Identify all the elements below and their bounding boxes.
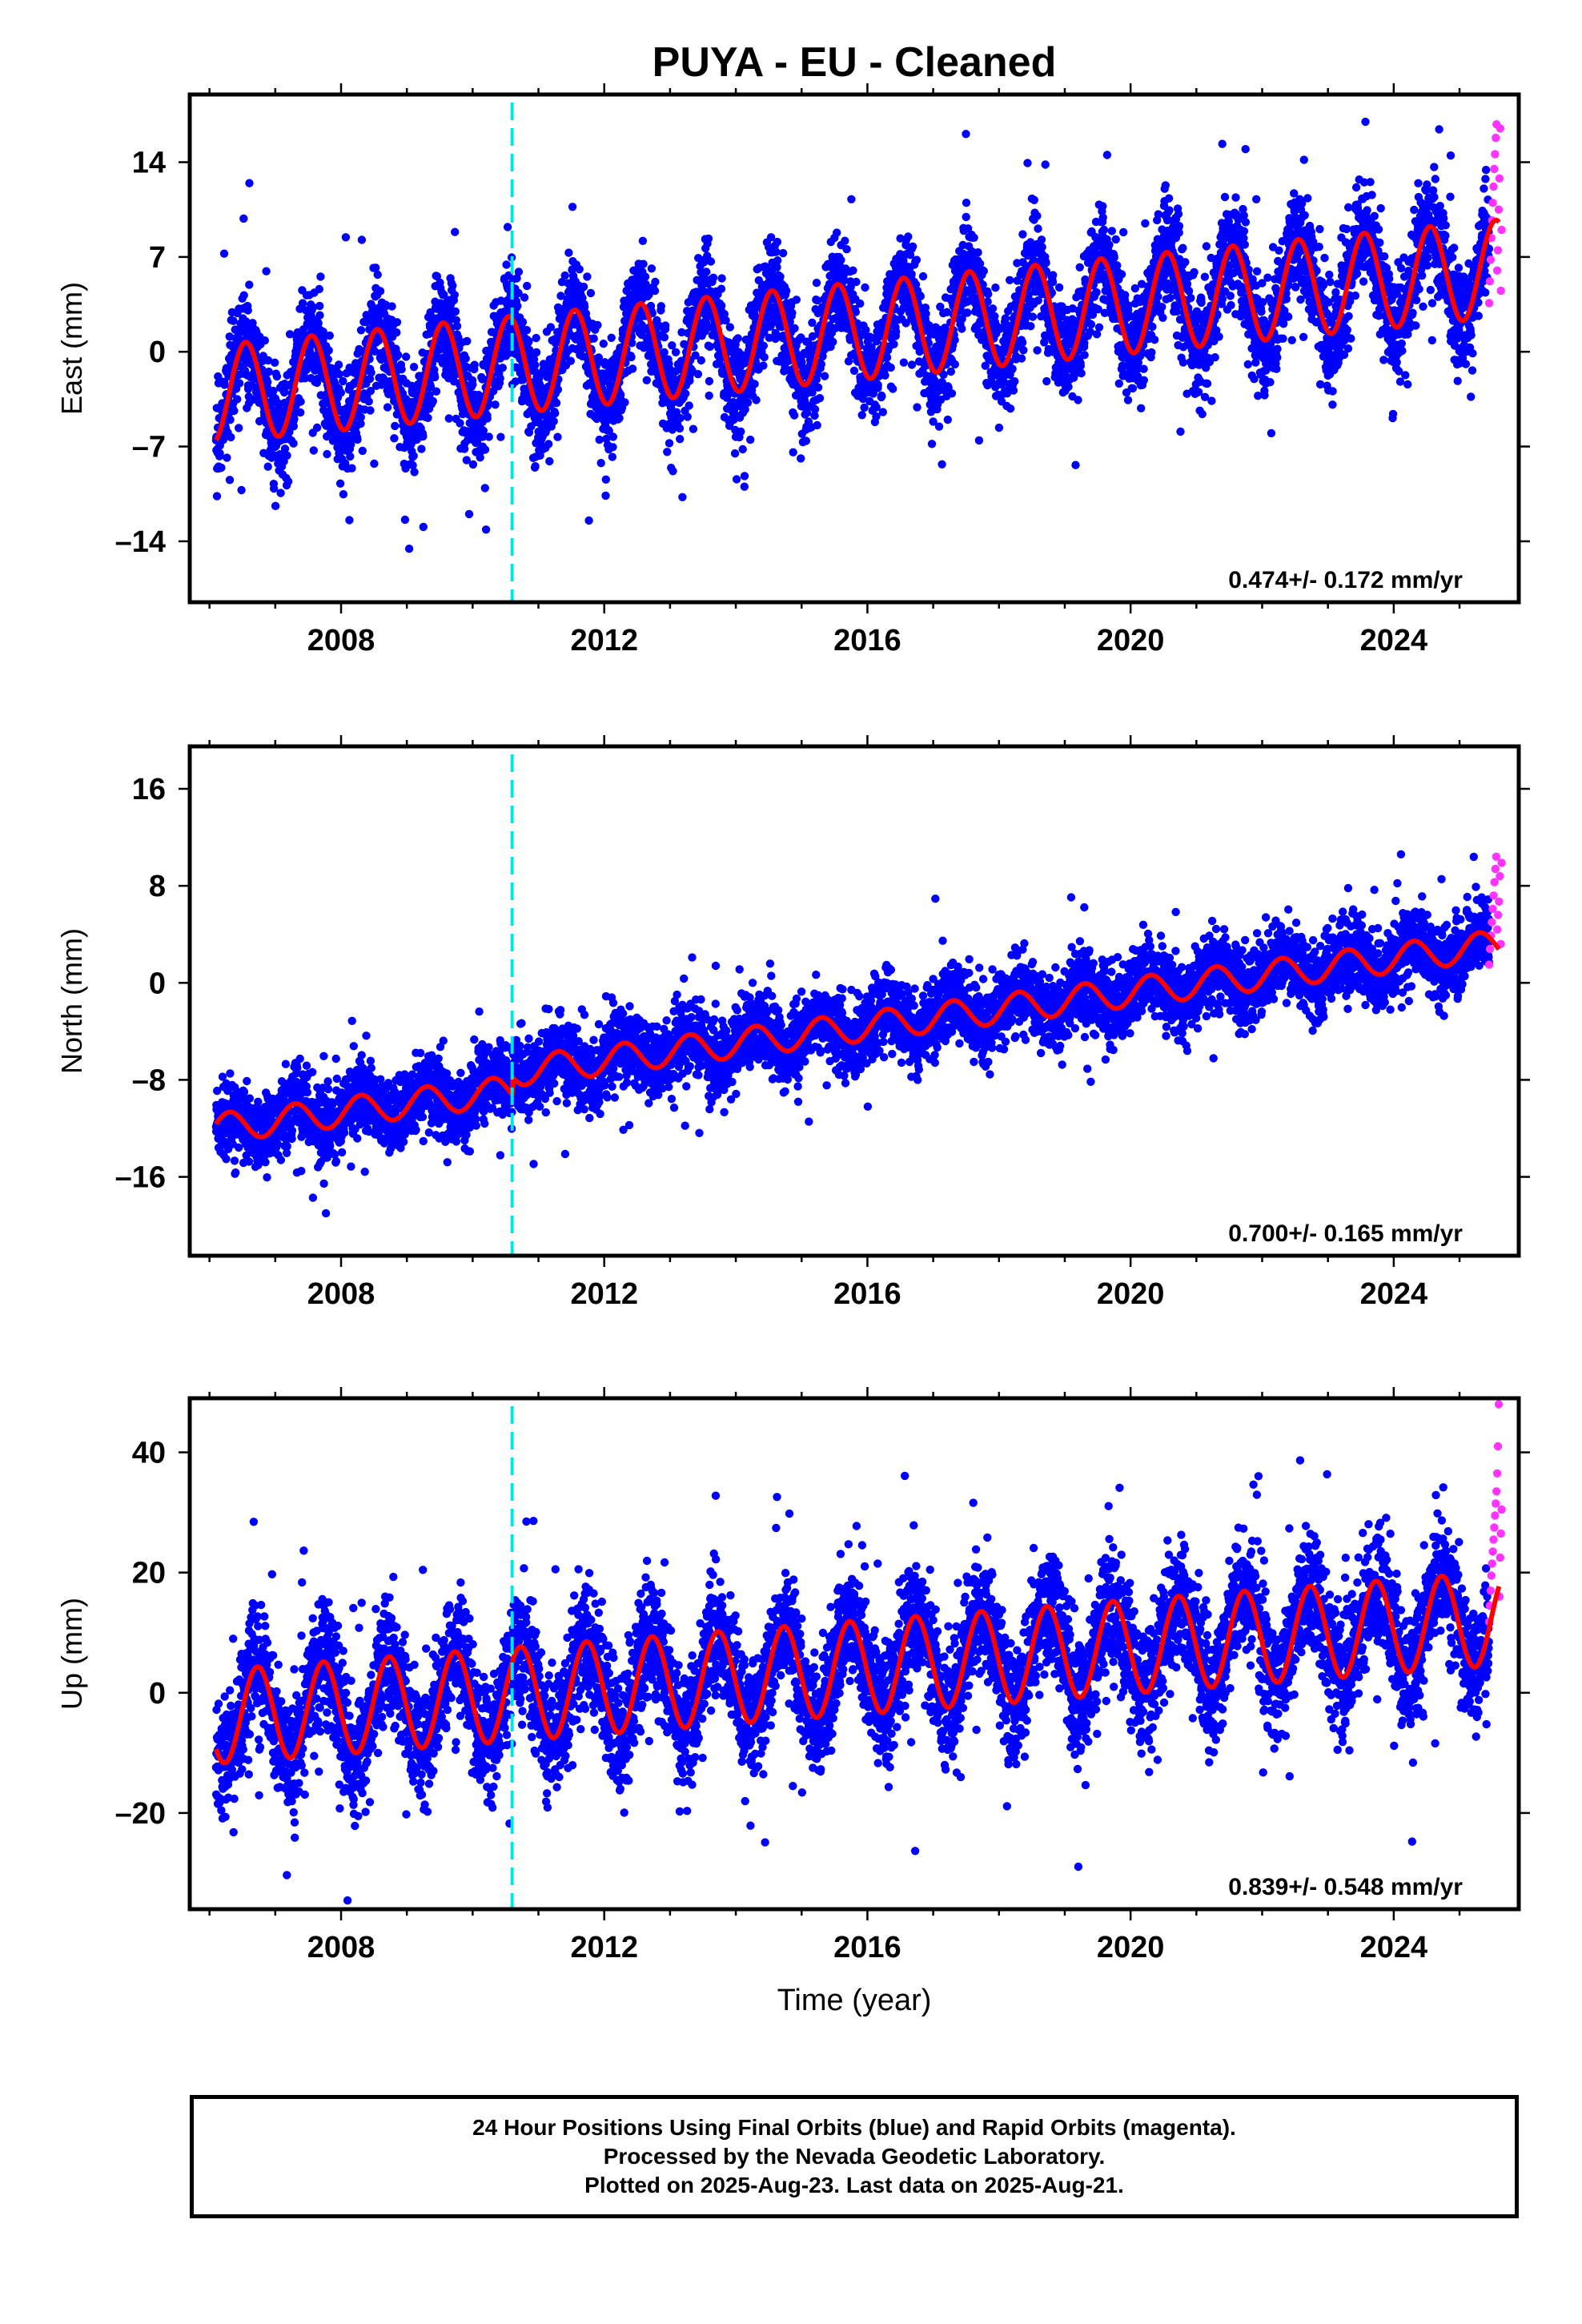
footer-line-plotted: Plotted on 2025-Aug-23. Last data on 202… bbox=[584, 2173, 1124, 2197]
up-rapid-orbit-point bbox=[1496, 1529, 1505, 1538]
north-rapid-orbit-point bbox=[1491, 864, 1500, 874]
north-x-tick-label: 2008 bbox=[307, 1277, 375, 1311]
up-rapid-orbit-point bbox=[1490, 1523, 1499, 1532]
east-rapid-orbit-point bbox=[1495, 174, 1504, 183]
north-y-tick-label: 8 bbox=[149, 870, 166, 903]
up-panel: 2008 2012 2016 2020 2024 –20 0 20 40 Up (mm) 0.839… bbox=[55, 1387, 1530, 1964]
north-rapid-orbit-point bbox=[1494, 911, 1503, 919]
north-y-tick-label: 0 bbox=[149, 967, 166, 1000]
up-velocity-label: 0.839+/- 0.548 mm/yr bbox=[1228, 1874, 1463, 1900]
footer-line-processed: Processed by the Nevada Geodetic Laborat… bbox=[603, 2144, 1106, 2169]
east-rapid-orbit-point bbox=[1491, 150, 1500, 159]
east-rapid-orbit-point bbox=[1496, 124, 1505, 133]
north-rapid-orbit-point bbox=[1497, 858, 1506, 867]
up-rapid-orbit-point bbox=[1496, 1553, 1505, 1562]
east-rapid-orbit-point bbox=[1486, 255, 1496, 264]
north-plot-frame bbox=[187, 744, 1521, 1258]
up-rapid-orbit-point bbox=[1497, 1505, 1506, 1514]
up-rapid-orbit-point bbox=[1488, 1559, 1496, 1568]
north-x-tick-label: 2020 bbox=[1097, 1277, 1165, 1311]
east-rapid-orbit-point bbox=[1488, 199, 1497, 207]
north-x-tick-label: 2012 bbox=[570, 1277, 638, 1311]
east-rapid-orbit-point bbox=[1496, 286, 1505, 296]
up-y-tick-label: 0 bbox=[149, 1677, 166, 1711]
north-final-orbit-points bbox=[211, 850, 1494, 1218]
up-x-tick-label: 2012 bbox=[570, 1931, 638, 1964]
up-rapid-orbit-point bbox=[1492, 1469, 1502, 1478]
north-y-tick-label: –8 bbox=[132, 1063, 166, 1097]
up-x-tick-label: 2024 bbox=[1360, 1931, 1428, 1964]
east-model-curve bbox=[214, 217, 1501, 442]
x-axis-label: Time (year) bbox=[777, 1984, 932, 2017]
up-model-curve bbox=[214, 1573, 1502, 1766]
up-rapid-orbit-point bbox=[1486, 1586, 1496, 1595]
figure-title: PUYA - EU - Cleaned bbox=[652, 39, 1057, 86]
up-rapid-orbit-point bbox=[1489, 1535, 1498, 1544]
north-x-tick-label: 2016 bbox=[833, 1277, 901, 1311]
east-velocity-label: 0.474+/- 0.172 mm/yr bbox=[1228, 567, 1463, 593]
east-x-tick-label: 2012 bbox=[570, 624, 638, 657]
north-rapid-orbit-point bbox=[1495, 897, 1504, 907]
north-rapid-orbit-point bbox=[1485, 944, 1495, 954]
up-rapid-orbit-point bbox=[1487, 1571, 1496, 1580]
up-plot-frame bbox=[187, 1396, 1521, 1912]
up-rapid-orbit-point bbox=[1492, 1499, 1500, 1508]
up-x-tick-label: 2008 bbox=[307, 1931, 375, 1964]
north-rapid-orbit-point bbox=[1488, 918, 1496, 927]
north-velocity-label: 0.700+/- 0.165 mm/yr bbox=[1228, 1220, 1463, 1247]
up-y-tick-label: 40 bbox=[132, 1437, 166, 1470]
east-rapid-orbit-point bbox=[1492, 133, 1500, 143]
north-rapid-orbit-point bbox=[1490, 878, 1499, 887]
up-rapid-orbit-point bbox=[1488, 1547, 1497, 1556]
up-y-tick-label: 20 bbox=[132, 1557, 166, 1590]
east-y-tick-label: 14 bbox=[132, 147, 166, 180]
east-rapid-orbit-point bbox=[1489, 182, 1498, 191]
up-y-tick-label: –20 bbox=[115, 1797, 166, 1831]
north-rapid-orbit-point bbox=[1489, 891, 1498, 900]
east-x-tick-label: 2008 bbox=[307, 624, 375, 657]
up-x-tick-label: 2020 bbox=[1097, 1931, 1165, 1964]
north-rapid-orbit-point bbox=[1492, 925, 1502, 934]
east-rapid-orbit-point bbox=[1484, 299, 1494, 308]
east-y-tick-label: –7 bbox=[132, 431, 166, 464]
east-y-tick-label: –14 bbox=[115, 525, 166, 559]
up-rapid-orbit-point bbox=[1492, 1487, 1501, 1496]
up-rapid-orbit-point bbox=[1491, 1511, 1500, 1520]
east-rapid-orbit-point bbox=[1490, 164, 1499, 174]
north-y-tick-label: –16 bbox=[115, 1161, 166, 1195]
up-y-axis-label: Up (mm) bbox=[55, 1598, 88, 1710]
up-final-orbit-points bbox=[211, 1456, 1494, 1905]
east-plot-frame bbox=[187, 92, 1521, 605]
east-rapid-orbit-point bbox=[1494, 205, 1504, 214]
east-final-orbit-points bbox=[211, 117, 1494, 553]
east-y-tick-label: 0 bbox=[149, 336, 166, 369]
north-panel: 2008 2012 2016 2020 2024 –16 –8 0 8 16 North (mm) 0… bbox=[55, 735, 1530, 1311]
east-x-tick-label: 2020 bbox=[1097, 624, 1165, 657]
north-rapid-orbit-point bbox=[1488, 904, 1497, 914]
footer-legend-box: 24 Hour Positions Using Final Orbits (bl… bbox=[190, 2095, 1519, 2218]
east-y-tick-label: 7 bbox=[149, 241, 166, 275]
up-rapid-orbit-point bbox=[1494, 1400, 1504, 1409]
north-y-tick-label: 16 bbox=[132, 773, 166, 806]
east-rapid-orbit-point bbox=[1492, 266, 1502, 275]
north-x-tick-label: 2024 bbox=[1360, 1277, 1428, 1311]
east-rapid-orbit-point bbox=[1493, 246, 1503, 255]
up-rapid-orbit-point bbox=[1493, 1441, 1503, 1451]
up-x-tick-label: 2016 bbox=[833, 1931, 901, 1964]
east-rapid-orbit-point bbox=[1485, 277, 1495, 286]
north-rapid-orbit-point bbox=[1484, 960, 1494, 969]
east-rapid-orbit-point bbox=[1497, 225, 1506, 235]
footer-line-orbits: 24 Hour Positions Using Final Orbits (bl… bbox=[472, 2115, 1236, 2140]
east-panel: 2008 2012 2016 2020 2024 –14 –7 0 7 14 East (mm) 0.… bbox=[55, 83, 1530, 657]
east-y-axis-label: East (mm) bbox=[55, 282, 88, 415]
east-x-tick-label: 2016 bbox=[833, 624, 901, 657]
north-rapid-orbit-point bbox=[1492, 852, 1501, 862]
north-rapid-orbit-point bbox=[1496, 871, 1504, 881]
north-y-axis-label: North (mm) bbox=[55, 928, 88, 1074]
north-model-curve bbox=[214, 930, 1501, 1140]
east-x-tick-label: 2024 bbox=[1360, 624, 1428, 657]
